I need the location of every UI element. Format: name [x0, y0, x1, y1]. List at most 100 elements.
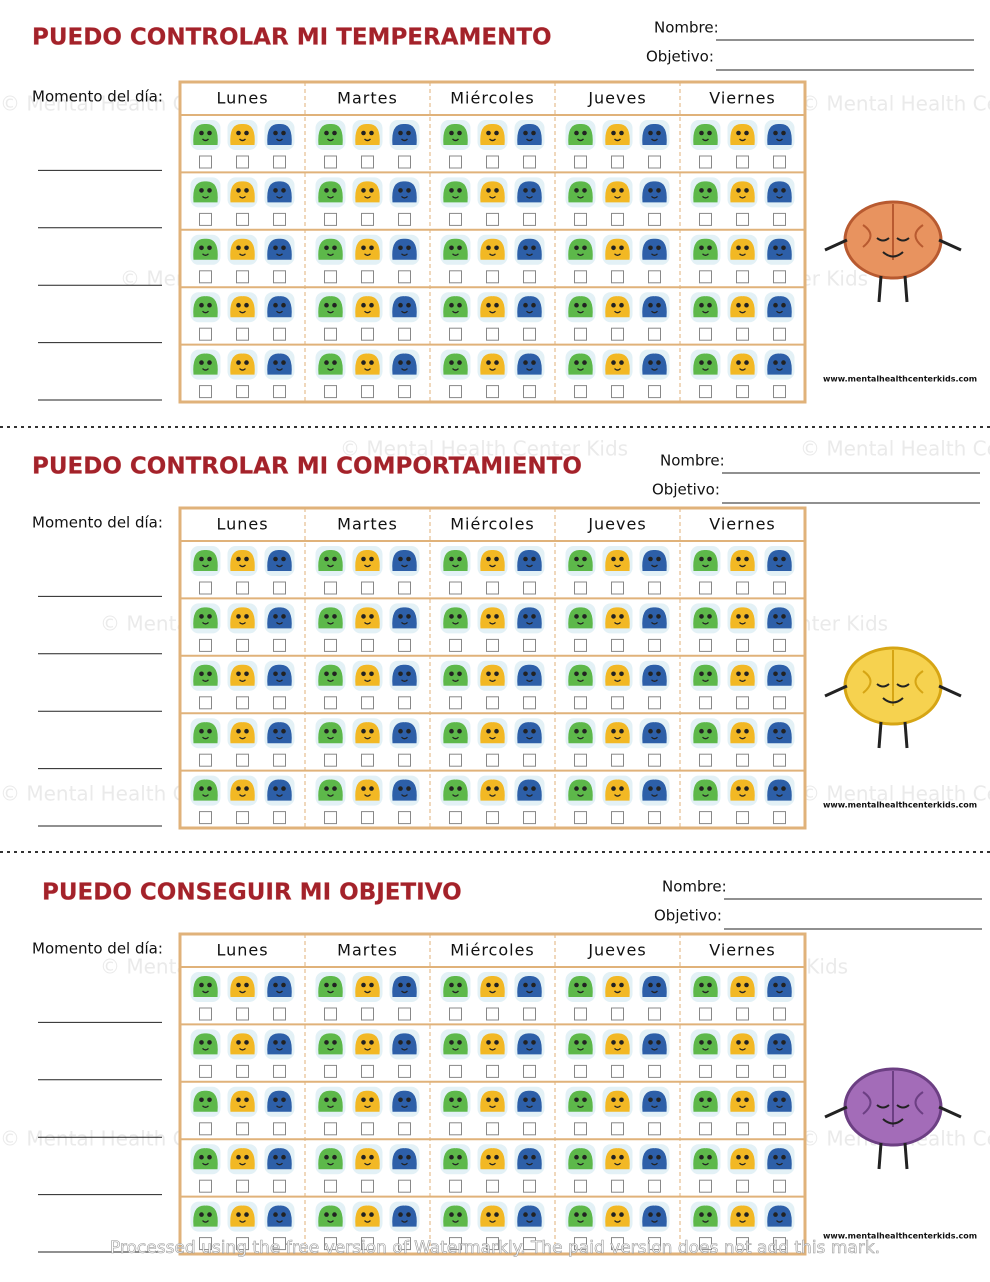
mouth — [239, 138, 246, 142]
mouth — [614, 1105, 621, 1108]
eye — [449, 786, 454, 791]
eye — [449, 614, 454, 619]
face — [517, 664, 542, 686]
checkbox — [736, 1007, 749, 1021]
checkbox — [449, 581, 462, 595]
mouth — [651, 310, 658, 314]
mouth — [364, 195, 371, 199]
checkbox — [449, 1064, 462, 1078]
face — [318, 975, 343, 997]
face — [693, 1148, 718, 1170]
checkbox — [273, 696, 286, 710]
face — [355, 123, 380, 145]
website: www.mentalhealthcenterkids.com — [823, 1232, 977, 1241]
face — [730, 549, 755, 571]
face — [443, 722, 468, 744]
checkbox — [648, 1064, 661, 1078]
mouth — [739, 195, 746, 199]
face — [355, 549, 380, 571]
checkbox — [523, 1237, 536, 1251]
mouth — [401, 368, 408, 371]
eye — [736, 614, 741, 619]
mouth — [327, 1047, 334, 1051]
checkbox — [611, 155, 624, 169]
eye — [744, 671, 749, 677]
eye — [648, 556, 653, 562]
eye — [244, 130, 249, 136]
mouth — [401, 1105, 408, 1108]
eye — [582, 1097, 587, 1103]
checkbox — [236, 212, 249, 226]
eye — [699, 245, 704, 251]
checkbox — [736, 1237, 749, 1251]
mouth — [452, 990, 459, 994]
checkbox — [273, 753, 286, 767]
eye — [361, 1040, 366, 1045]
checkbox — [236, 327, 249, 341]
eye — [406, 245, 411, 251]
face — [318, 1205, 343, 1227]
eye — [244, 728, 249, 734]
face — [480, 123, 505, 145]
brain-fold — [862, 650, 924, 706]
eye — [531, 1040, 536, 1045]
eye — [398, 360, 403, 365]
mouth — [327, 990, 334, 994]
checkbox — [199, 581, 212, 595]
eye — [582, 1040, 587, 1045]
eye — [324, 1154, 329, 1160]
mouth — [202, 195, 209, 199]
face — [355, 353, 380, 375]
eye — [369, 982, 374, 988]
eye — [619, 728, 624, 734]
checkbox — [199, 696, 212, 710]
eye — [531, 556, 536, 562]
checkbox — [273, 327, 286, 341]
mouth — [489, 1047, 496, 1051]
eye — [369, 728, 374, 734]
mouth — [401, 621, 408, 625]
face — [392, 353, 417, 375]
mouth — [202, 1220, 209, 1223]
eye — [449, 245, 454, 251]
mouth — [577, 564, 584, 568]
face — [230, 296, 255, 318]
checkbox — [574, 811, 587, 825]
mouth — [452, 368, 459, 371]
eye — [773, 786, 778, 791]
mouth — [276, 990, 283, 994]
eye — [281, 1154, 286, 1160]
mouth — [364, 679, 371, 682]
face — [693, 123, 718, 145]
eye — [236, 1040, 241, 1045]
mouth — [202, 564, 209, 568]
mouth — [526, 736, 533, 740]
eye — [736, 245, 741, 251]
eye — [332, 786, 337, 791]
face — [318, 181, 343, 203]
watermark-text: © Mental Health Center Kids — [340, 437, 628, 461]
checkbox — [523, 270, 536, 284]
eye — [523, 1040, 528, 1045]
eye — [656, 1097, 661, 1103]
day-label: Jueves — [587, 515, 646, 534]
mouth — [239, 679, 246, 682]
face — [693, 238, 718, 260]
eye — [494, 1212, 499, 1217]
brain-leg — [903, 275, 909, 303]
face — [193, 238, 218, 260]
eye — [648, 360, 653, 365]
face — [480, 664, 505, 686]
eye — [324, 728, 329, 734]
mouth — [276, 368, 283, 371]
checkbox — [273, 811, 286, 825]
eye — [324, 360, 329, 365]
eye — [199, 245, 204, 251]
face — [480, 1033, 505, 1055]
mouth — [526, 679, 533, 682]
face — [267, 607, 292, 629]
eye — [207, 556, 212, 562]
mouth — [327, 794, 334, 797]
mouth — [577, 1162, 584, 1166]
mouth — [401, 679, 408, 682]
